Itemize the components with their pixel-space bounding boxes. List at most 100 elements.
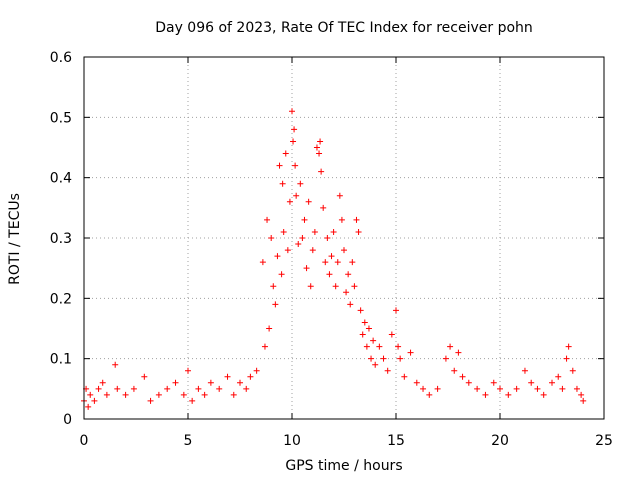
data-point <box>555 373 562 380</box>
x-tick-label: 0 <box>80 433 89 449</box>
data-point <box>413 379 420 386</box>
data-point <box>332 283 339 290</box>
data-point <box>326 271 333 278</box>
y-tick-label: 0.1 <box>50 352 72 368</box>
data-point <box>434 385 441 392</box>
data-point <box>87 391 94 398</box>
data-point <box>207 379 214 386</box>
x-tick-label: 5 <box>184 433 193 449</box>
data-point <box>505 391 512 398</box>
data-point <box>345 271 352 278</box>
data-point <box>330 228 337 235</box>
x-tick-label: 15 <box>387 433 405 449</box>
data-point <box>349 259 356 266</box>
data-point <box>497 385 503 392</box>
data-point <box>284 247 291 254</box>
data-point <box>347 301 354 308</box>
data-point <box>311 228 318 235</box>
chart-title: Day 096 of 2023, Rate Of TEC Index for r… <box>155 20 533 36</box>
data-point <box>270 283 277 290</box>
data-point <box>372 361 379 368</box>
data-point <box>357 307 364 314</box>
data-point <box>528 379 535 386</box>
data-point <box>365 325 372 332</box>
data-point <box>291 126 298 133</box>
data-point <box>185 367 191 374</box>
data-point <box>272 301 279 308</box>
data-point <box>363 343 370 350</box>
data-point <box>295 241 302 248</box>
data-point <box>292 162 299 169</box>
data-point <box>282 150 289 157</box>
data-point <box>442 355 449 362</box>
data-point <box>338 216 345 223</box>
data-point <box>307 283 314 290</box>
data-point <box>563 355 570 362</box>
data-point <box>395 343 402 350</box>
data-point <box>334 259 341 266</box>
data-point <box>370 337 377 344</box>
data-point <box>534 385 541 392</box>
data-point <box>155 391 162 398</box>
x-tick-label: 20 <box>491 433 509 449</box>
data-point <box>351 283 358 290</box>
data-point <box>243 385 250 392</box>
data-point <box>569 367 576 374</box>
data-point <box>309 247 316 254</box>
data-point <box>224 373 231 380</box>
data-point <box>85 403 92 410</box>
data-point <box>237 379 243 386</box>
data-point <box>322 259 329 266</box>
data-point <box>303 265 310 272</box>
data-point <box>122 391 129 398</box>
data-point <box>353 216 360 223</box>
data-point <box>293 192 300 199</box>
data-point <box>297 180 304 187</box>
data-point <box>426 391 433 398</box>
data-point <box>521 367 528 374</box>
data-point <box>474 385 481 392</box>
data-point <box>299 235 306 241</box>
data-point <box>341 247 347 254</box>
data-point <box>266 325 273 332</box>
data-point <box>195 385 202 392</box>
grid <box>84 57 604 419</box>
data-point <box>401 373 408 380</box>
data-point <box>189 397 196 404</box>
data-point <box>580 397 587 404</box>
data-point <box>274 253 281 260</box>
data-point <box>549 379 555 386</box>
data-point <box>278 271 285 278</box>
y-axis-label: ROTI / TECUs <box>7 193 23 285</box>
data-point <box>343 289 350 296</box>
data-point <box>380 355 387 362</box>
data-point <box>91 397 98 404</box>
data-point <box>578 391 585 398</box>
data-point <box>368 355 375 362</box>
data-point <box>420 385 427 392</box>
data-point <box>465 379 472 386</box>
data-points <box>81 108 587 410</box>
x-tick-label: 25 <box>595 433 613 449</box>
data-point <box>280 228 287 235</box>
data-point <box>130 385 137 392</box>
data-point <box>180 391 187 398</box>
y-tick-label: 0.5 <box>50 110 72 126</box>
data-point <box>388 331 395 338</box>
data-point <box>112 361 119 368</box>
data-point <box>324 235 331 241</box>
data-point <box>355 228 362 235</box>
data-point <box>253 367 260 374</box>
data-point <box>447 343 454 350</box>
data-point <box>230 391 237 398</box>
data-point <box>573 385 580 392</box>
data-point <box>359 331 366 338</box>
y-tick-label: 0.4 <box>50 171 72 187</box>
data-point <box>268 235 275 241</box>
data-point <box>141 373 148 380</box>
data-point <box>540 391 547 398</box>
data-point <box>490 379 497 386</box>
data-point <box>286 198 293 205</box>
data-point <box>276 162 283 169</box>
